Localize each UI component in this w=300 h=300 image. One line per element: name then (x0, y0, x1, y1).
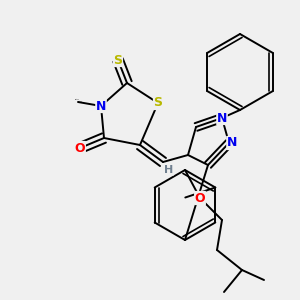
Text: S: S (113, 53, 122, 67)
Text: methyl: methyl (75, 99, 80, 100)
Text: N: N (96, 100, 106, 112)
Text: N: N (227, 136, 237, 149)
Text: S: S (154, 97, 163, 110)
Text: H: H (164, 165, 174, 175)
Text: O: O (195, 191, 205, 205)
Text: N: N (217, 112, 227, 124)
Text: methyl: methyl (78, 101, 83, 102)
Text: O: O (75, 142, 85, 154)
